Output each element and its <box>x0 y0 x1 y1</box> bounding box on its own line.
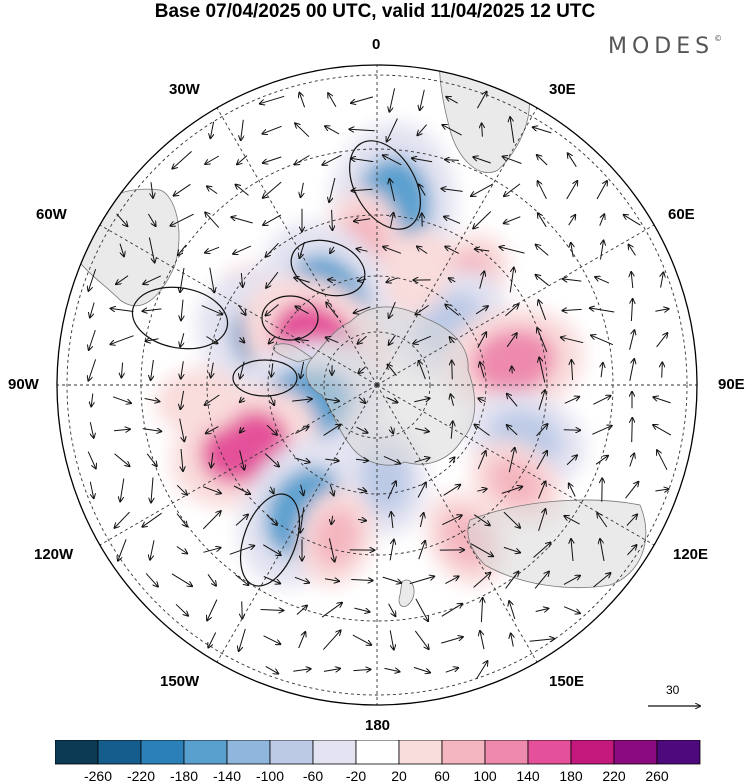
colorbar-box <box>442 740 485 764</box>
colorbar-tick-label: 140 <box>516 768 539 784</box>
colorbar-box <box>485 740 528 764</box>
lon-label-150w: 150W <box>160 673 199 690</box>
lon-label-30w: 30W <box>169 81 200 98</box>
colorbar-tick-label: -220 <box>127 768 155 784</box>
lon-label-0: 0 <box>372 36 380 53</box>
colorbar-box <box>184 740 227 764</box>
lon-label-180: 180 <box>365 717 390 734</box>
wind-vector <box>452 361 453 380</box>
reference-vector-label: 30 <box>666 683 679 697</box>
wind-vector <box>662 362 663 377</box>
colorbar-box <box>55 740 98 764</box>
colorbar-tick-label: 220 <box>602 768 625 784</box>
colorbar-tick-label: -60 <box>303 768 323 784</box>
colorbar-box <box>98 740 141 764</box>
colorbar-tick-label: -20 <box>346 768 366 784</box>
wind-vector <box>328 280 336 281</box>
wind-vector <box>632 418 633 442</box>
colorbar-tick-label: -140 <box>213 768 241 784</box>
colorbar-box <box>313 740 356 764</box>
lon-label-120e: 120E <box>673 546 708 563</box>
wind-vector <box>512 367 513 374</box>
lon-label-30e: 30E <box>549 81 576 98</box>
colorbar-box <box>356 740 399 764</box>
colorbar-box <box>141 740 184 764</box>
colorbar-tick-label: 100 <box>473 768 496 784</box>
lon-label-150e: 150E <box>549 673 584 690</box>
colorbar-box <box>528 740 571 764</box>
colorbar-tick-label: -180 <box>170 768 198 784</box>
colorbar-tick-label: 20 <box>391 768 407 784</box>
colorbar-tick-label: 60 <box>434 768 450 784</box>
wind-vector <box>242 601 243 618</box>
colorbar-box <box>399 740 442 764</box>
colorbar-tick-label: -260 <box>84 768 112 784</box>
colorbar-box <box>227 740 270 764</box>
colorbar-box <box>571 740 614 764</box>
colorbar-tick-label: 180 <box>559 768 582 784</box>
polar-map <box>0 0 750 740</box>
lon-label-60e: 60E <box>668 206 695 223</box>
lon-label-120w: 120W <box>34 546 73 563</box>
lon-label-90e: 90E <box>718 376 745 393</box>
colorbar-box <box>657 740 700 764</box>
lon-label-90w: 90W <box>8 376 39 393</box>
colorbar-box <box>270 740 313 764</box>
colorbar-tick-label: -100 <box>256 768 284 784</box>
lon-label-60w: 60W <box>36 206 67 223</box>
colorbar <box>55 740 705 766</box>
colorbar-tick-label: 260 <box>645 768 668 784</box>
colorbar-box <box>614 740 657 764</box>
